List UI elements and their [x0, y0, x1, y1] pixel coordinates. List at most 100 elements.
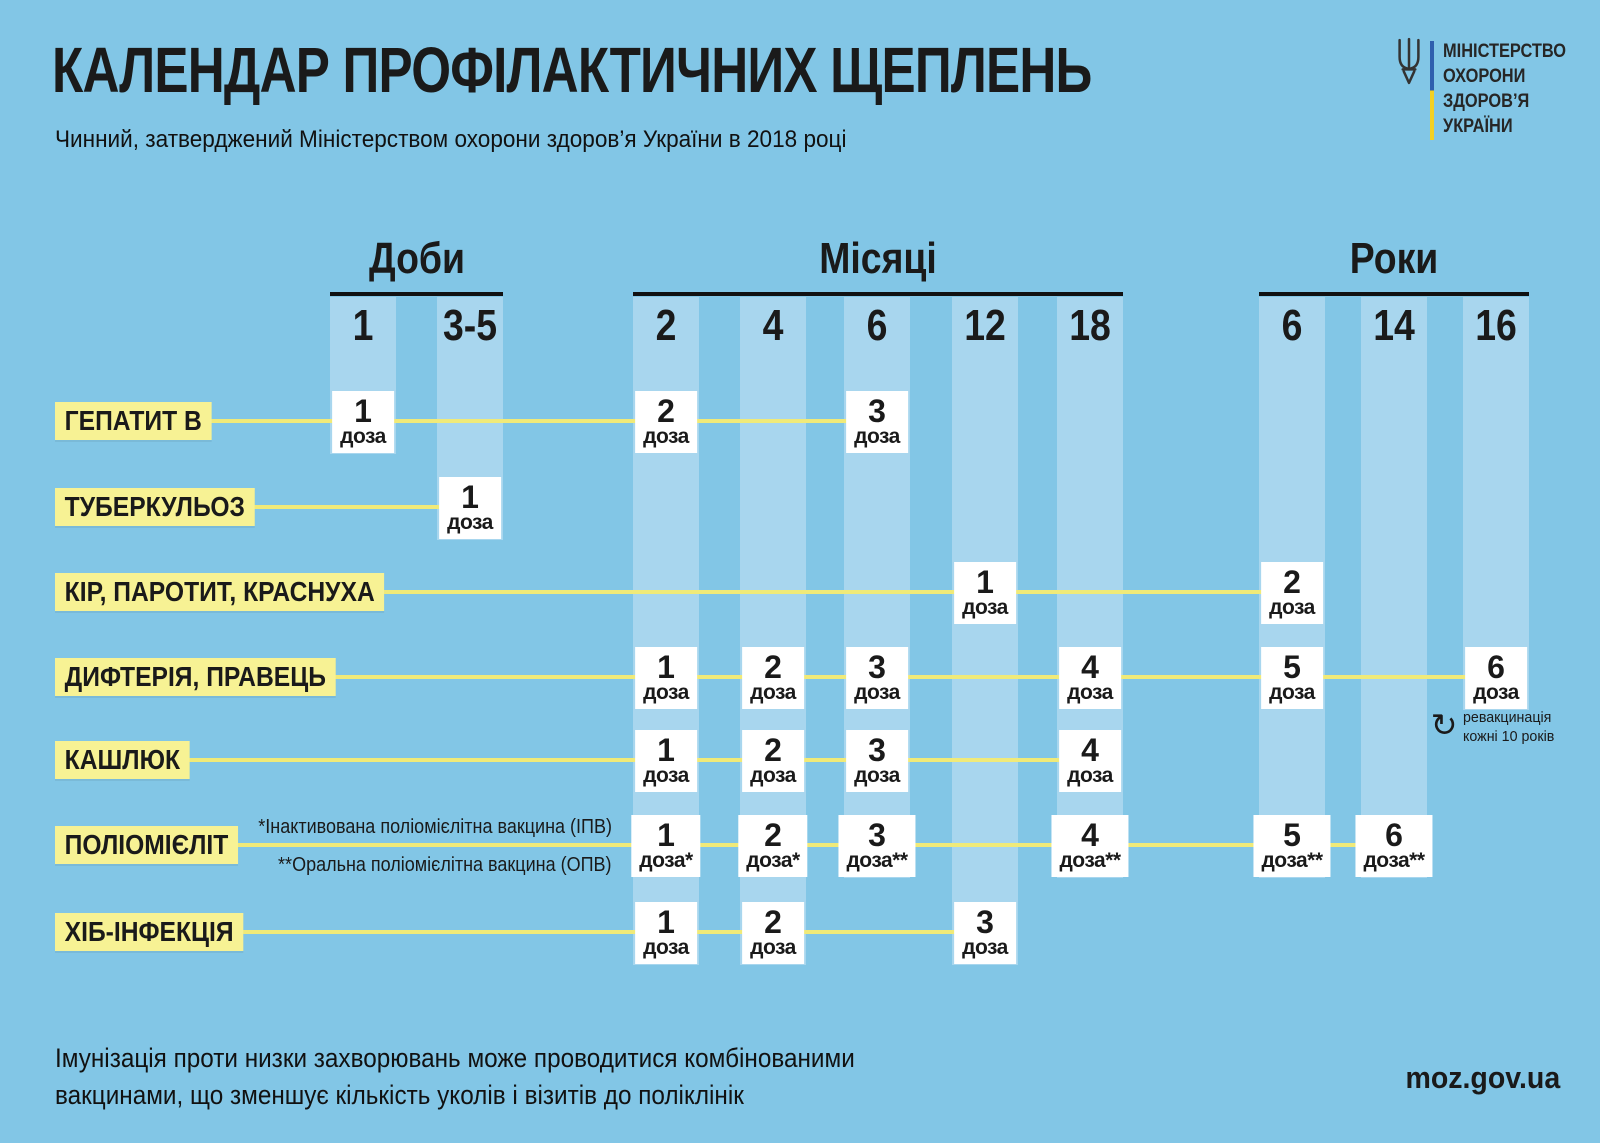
column-stripe-y16 [1463, 297, 1529, 710]
dose-word: доза [854, 764, 900, 787]
dose-marker-pertussis-m6: 3 доза [846, 730, 908, 792]
dose-marker-diphtheria-tetanus-m4: 2 доза [742, 647, 804, 709]
dose-marker-hepatitis-b-m2: 2 доза [635, 391, 697, 453]
dose-number: 3 [868, 649, 886, 685]
dose-number: 3 [868, 732, 886, 768]
dose-marker-poliomyelitis-y14: 6 доза** [1355, 815, 1433, 877]
dose-marker-diphtheria-tetanus-m2: 1 доза [635, 647, 697, 709]
dose-number: 4 [1081, 732, 1099, 768]
dose-number: 2 [764, 732, 782, 768]
dose-word: доза [962, 596, 1008, 619]
dose-word: доза [1067, 681, 1113, 704]
row-label-tuberculosis: ТУБЕРКУЛЬОЗ [55, 488, 255, 526]
dose-number: 1 [354, 393, 372, 429]
revaccination-note-line: кожні 10 років [1463, 728, 1555, 745]
row-line-measles-mumps-rubella [58, 590, 1292, 594]
column-group-label-years: Роки [1349, 234, 1439, 283]
row-label-diphtheria-tetanus: ДИФТЕРІЯ, ПРАВЕЦЬ [55, 658, 336, 696]
dose-number: 1 [657, 904, 675, 940]
dose-marker-measles-mumps-rubella-m12: 1 доза [954, 562, 1016, 624]
footnote-ipv: *Інактивована поліомієлітна вакцина (ІПВ… [258, 816, 612, 838]
dose-number: 1 [461, 479, 479, 515]
column-header-m18: 18 [1069, 301, 1111, 350]
trident-icon [1390, 37, 1428, 90]
dose-word: доза [854, 681, 900, 704]
dose-word: доза [854, 425, 900, 448]
dose-word: доза [643, 681, 689, 704]
dose-marker-diphtheria-tetanus-m6: 3 доза [846, 647, 908, 709]
dose-marker-pertussis-m18: 4 доза [1059, 730, 1121, 792]
dose-marker-hib-infection-m4: 2 доза [742, 902, 804, 964]
revaccination-note-line: ревакцинація [1463, 709, 1552, 726]
dose-number: 2 [764, 904, 782, 940]
column-group-underline-days [330, 292, 503, 296]
dose-word: доза** [1261, 849, 1323, 872]
ministry-name-line: ЗДОРОВ’Я [1443, 90, 1530, 112]
column-group-underline-months [633, 292, 1123, 296]
row-line-hepatitis-b [58, 419, 877, 423]
dose-number: 2 [657, 393, 675, 429]
dose-word: доза [643, 425, 689, 448]
dose-marker-hib-infection-m2: 1 доза [635, 902, 697, 964]
dose-marker-hepatitis-b-d1: 1 доза [332, 391, 394, 453]
dose-number: 3 [868, 817, 886, 853]
dose-word: доза [1269, 681, 1315, 704]
column-header-y16: 16 [1475, 301, 1517, 350]
dose-marker-poliomyelitis-y6: 5 доза** [1253, 815, 1331, 877]
dose-number: 5 [1283, 649, 1301, 685]
column-group-label-months: Місяці [819, 234, 937, 283]
dose-word: доза [1067, 764, 1113, 787]
dose-marker-diphtheria-tetanus-y6: 5 доза [1261, 647, 1323, 709]
dose-word: доза [340, 425, 386, 448]
row-label-hepatitis-b: ГЕПАТИТ В [55, 402, 212, 440]
column-stripe-y14 [1361, 297, 1427, 878]
dose-number: 6 [1487, 649, 1505, 685]
row-line-poliomyelitis [58, 843, 1394, 847]
dose-number: 1 [657, 817, 675, 853]
page-title: КАЛЕНДАР ПРОФІЛАКТИЧНИХ ЩЕПЛЕНЬ [52, 34, 1092, 106]
dose-marker-tuberculosis-d3_5: 1 доза [439, 477, 501, 539]
column-header-d1: 1 [352, 301, 374, 350]
footer-note-line: Імунізація проти низки захворювань може … [55, 1043, 855, 1073]
ministry-name: МІНІСТЕРСТВО ОХОРОНИ ЗДОРОВ’Я УКРАЇНИ [1443, 39, 1566, 139]
dose-number: 3 [976, 904, 994, 940]
footer-note: Імунізація проти низки захворювань може … [55, 1040, 855, 1114]
row-label-poliomyelitis: ПОЛІОМІЄЛІТ [55, 826, 239, 864]
website-url: moz.gov.ua [1405, 1060, 1560, 1095]
row-label-pertussis: КАШЛЮК [55, 741, 190, 779]
ministry-name-line: ОХОРОНИ [1443, 65, 1526, 87]
dose-number: 1 [976, 564, 994, 600]
dose-word: доза [643, 764, 689, 787]
dose-word: доза [750, 764, 796, 787]
dose-word: доза [1269, 596, 1315, 619]
dose-number: 2 [764, 817, 782, 853]
revaccination-note: ревакцинація кожні 10 років [1463, 708, 1554, 746]
ministry-name-line: МІНІСТЕРСТВО [1443, 40, 1567, 62]
footnote-opv: **Оральна поліомієлітна вакцина (ОПВ) [278, 854, 612, 876]
dose-marker-hepatitis-b-m6: 3 доза [846, 391, 908, 453]
column-header-m12: 12 [964, 301, 1006, 350]
dose-marker-measles-mumps-rubella-y6: 2 доза [1261, 562, 1323, 624]
dose-number: 2 [764, 649, 782, 685]
dose-number: 1 [657, 649, 675, 685]
dose-number: 5 [1283, 817, 1301, 853]
footer-note-line: вакцинами, що зменшує кількість уколів і… [55, 1080, 744, 1110]
column-header-m4: 4 [762, 301, 784, 350]
row-line-tuberculosis [58, 505, 470, 509]
dose-word: доза [750, 936, 796, 959]
dose-word: доза** [1363, 849, 1425, 872]
row-label-measles-mumps-rubella: КІР, ПАРОТИТ, КРАСНУХА [55, 573, 385, 611]
dose-number: 1 [657, 732, 675, 768]
dose-word: доза [447, 511, 493, 534]
dose-number: 4 [1081, 817, 1099, 853]
flag-bar [1430, 41, 1434, 140]
dose-number: 2 [1283, 564, 1301, 600]
column-group-underline-years [1259, 292, 1529, 296]
ministry-name-line: УКРАЇНИ [1443, 115, 1513, 137]
column-stripe-m12 [952, 297, 1018, 965]
dose-word: доза [750, 681, 796, 704]
dose-word: доза* [639, 849, 693, 872]
row-line-hib-infection [58, 930, 985, 934]
